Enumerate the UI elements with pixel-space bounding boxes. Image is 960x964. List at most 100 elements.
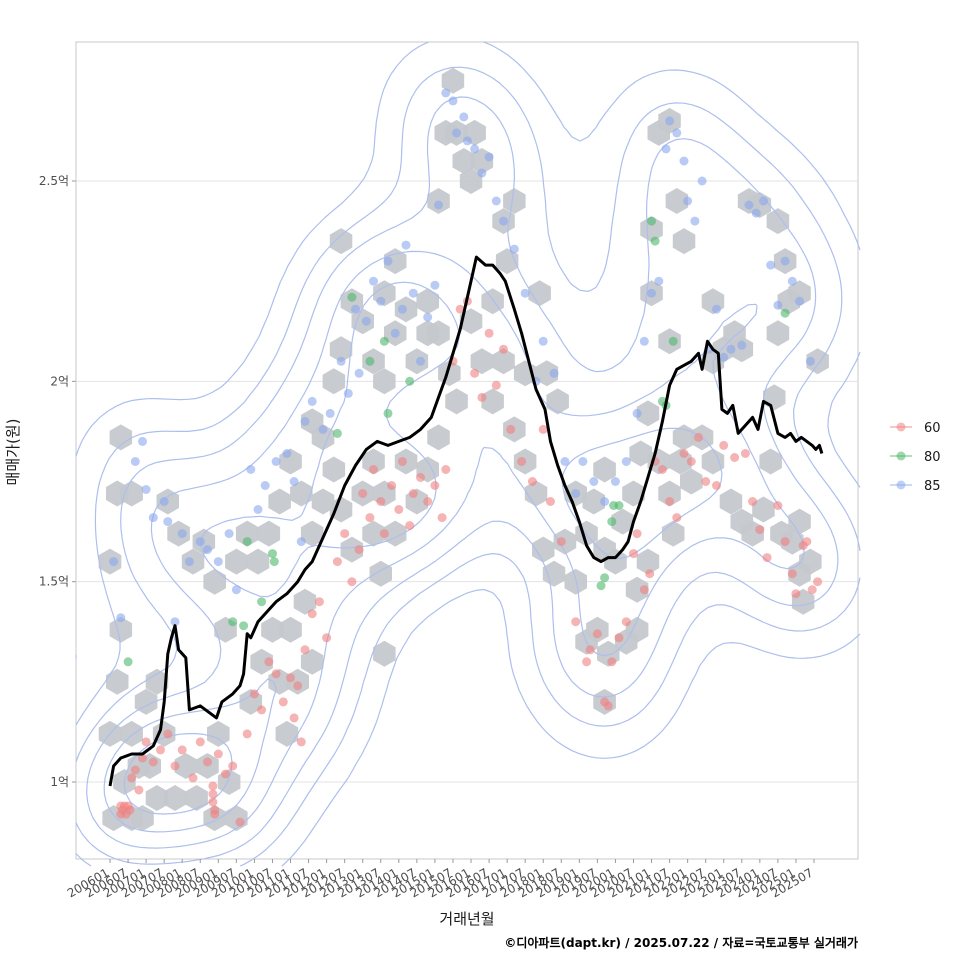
hexbin-cell	[384, 248, 407, 275]
scatter-point-80	[332, 428, 342, 438]
hexbin-cell	[629, 440, 652, 467]
hexbin-cell	[665, 188, 689, 214]
density-contour	[123, 733, 233, 815]
scatter-point-60	[210, 809, 220, 819]
scatter-point-60	[208, 789, 218, 799]
scatter-point-85	[354, 368, 364, 378]
legend-label-80: 80	[924, 450, 941, 465]
density-contour	[75, 41, 861, 867]
scatter-point-80	[268, 549, 277, 559]
hexbin-cell	[719, 488, 743, 515]
hexbin-cell	[207, 720, 230, 747]
hexbin-cell	[279, 616, 302, 643]
scatter-point-85	[369, 276, 378, 286]
scatter-point-60	[300, 645, 310, 655]
hexbin-cell	[611, 508, 634, 535]
scatter-point-85	[712, 304, 721, 314]
hexbin-cell	[427, 320, 450, 347]
scatter-point-60	[491, 380, 501, 390]
scatter-point-85	[390, 328, 400, 338]
hexbin-cell	[604, 548, 627, 575]
scatter-point-60	[632, 529, 642, 539]
hexbin-cell	[806, 348, 829, 375]
scatter-point-85	[351, 304, 360, 314]
scatter-point-60	[369, 465, 378, 474]
hexbin-cell	[373, 640, 396, 667]
scatter-point-85	[397, 304, 407, 314]
scatter-point-60	[307, 609, 317, 619]
hexbin-cell	[275, 720, 299, 747]
scatter-point-85	[138, 436, 147, 446]
scatter-point-85	[260, 481, 270, 490]
scatter-point-85	[423, 312, 433, 322]
hexbin-cell	[781, 528, 804, 555]
hexbin-cell	[799, 548, 822, 575]
scatter-point-85	[665, 116, 675, 126]
scatter-point-60	[607, 657, 617, 667]
scatter-point-85	[163, 517, 173, 527]
hexbin-cell	[788, 280, 811, 307]
hexbin-cell	[459, 168, 483, 194]
trend-line-layer	[108, 255, 824, 787]
scatter-point-85	[141, 485, 151, 494]
scatter-point-85	[499, 216, 508, 226]
hexbin-cell	[759, 448, 782, 475]
scatter-point-85	[470, 144, 480, 154]
scatter-point-85	[787, 276, 797, 286]
scatter-point-80	[780, 308, 790, 318]
hexbin-cell	[322, 456, 346, 483]
scatter-point-60	[614, 633, 624, 643]
scatter-point-60	[257, 705, 267, 715]
scatter-point-60	[701, 477, 711, 486]
scatter-point-85	[683, 196, 693, 206]
scatter-point-60	[125, 805, 135, 815]
hexbin-cell	[311, 488, 335, 515]
y-tick-label: 2억	[50, 374, 69, 388]
scatter-point-85	[401, 240, 411, 250]
scatter-point-85	[224, 529, 234, 539]
y-tick-label: 2.5억	[39, 174, 69, 188]
scatter-point-85	[538, 336, 548, 346]
scatter-point-85	[282, 449, 292, 458]
hexbin-cell	[459, 308, 483, 335]
hexbin-cell	[311, 424, 335, 451]
y-tick-label: 1억	[50, 775, 69, 789]
scatter-point-60	[527, 477, 537, 486]
scatter-point-80	[228, 617, 238, 627]
scatter-point-60	[408, 489, 418, 498]
scatter-point-60	[430, 481, 440, 490]
scatter-point-85	[361, 316, 371, 326]
hexbin-cell	[329, 228, 353, 255]
scatter-point-60	[645, 569, 655, 579]
scatter-point-85	[296, 537, 306, 547]
hexbin-cell	[106, 668, 129, 695]
hexbin-cell	[293, 588, 317, 615]
scatter-point-60	[296, 737, 306, 747]
scatter-point-60	[188, 773, 198, 783]
scatter-point-60	[221, 769, 230, 779]
scatter-point-80	[383, 408, 393, 418]
scatter-point-60	[712, 481, 721, 490]
scatter-point-60	[208, 797, 218, 807]
scatter-point-80	[650, 236, 660, 246]
hexbin-cell	[163, 785, 187, 811]
scatter-point-60	[639, 585, 649, 595]
scatter-point-80	[257, 597, 267, 607]
scatter-point-85	[383, 256, 393, 266]
scatter-point-85	[632, 408, 642, 418]
scatter-point-60	[571, 617, 581, 627]
hexbin-cell	[492, 348, 515, 375]
scatter-point-85	[343, 388, 353, 398]
hexbin-cell	[593, 456, 616, 483]
scatter-point-60	[271, 669, 281, 679]
scatter-point-60	[506, 424, 516, 434]
scatter-point-85	[213, 557, 223, 567]
scatter-point-60	[484, 328, 494, 338]
hexbin-cell	[290, 480, 313, 507]
density-contours	[75, 41, 861, 867]
scatter-point-60	[455, 304, 465, 314]
scatter-point-85	[408, 288, 418, 298]
scatter-point-60	[582, 657, 592, 667]
scatter-point-85	[116, 613, 126, 623]
